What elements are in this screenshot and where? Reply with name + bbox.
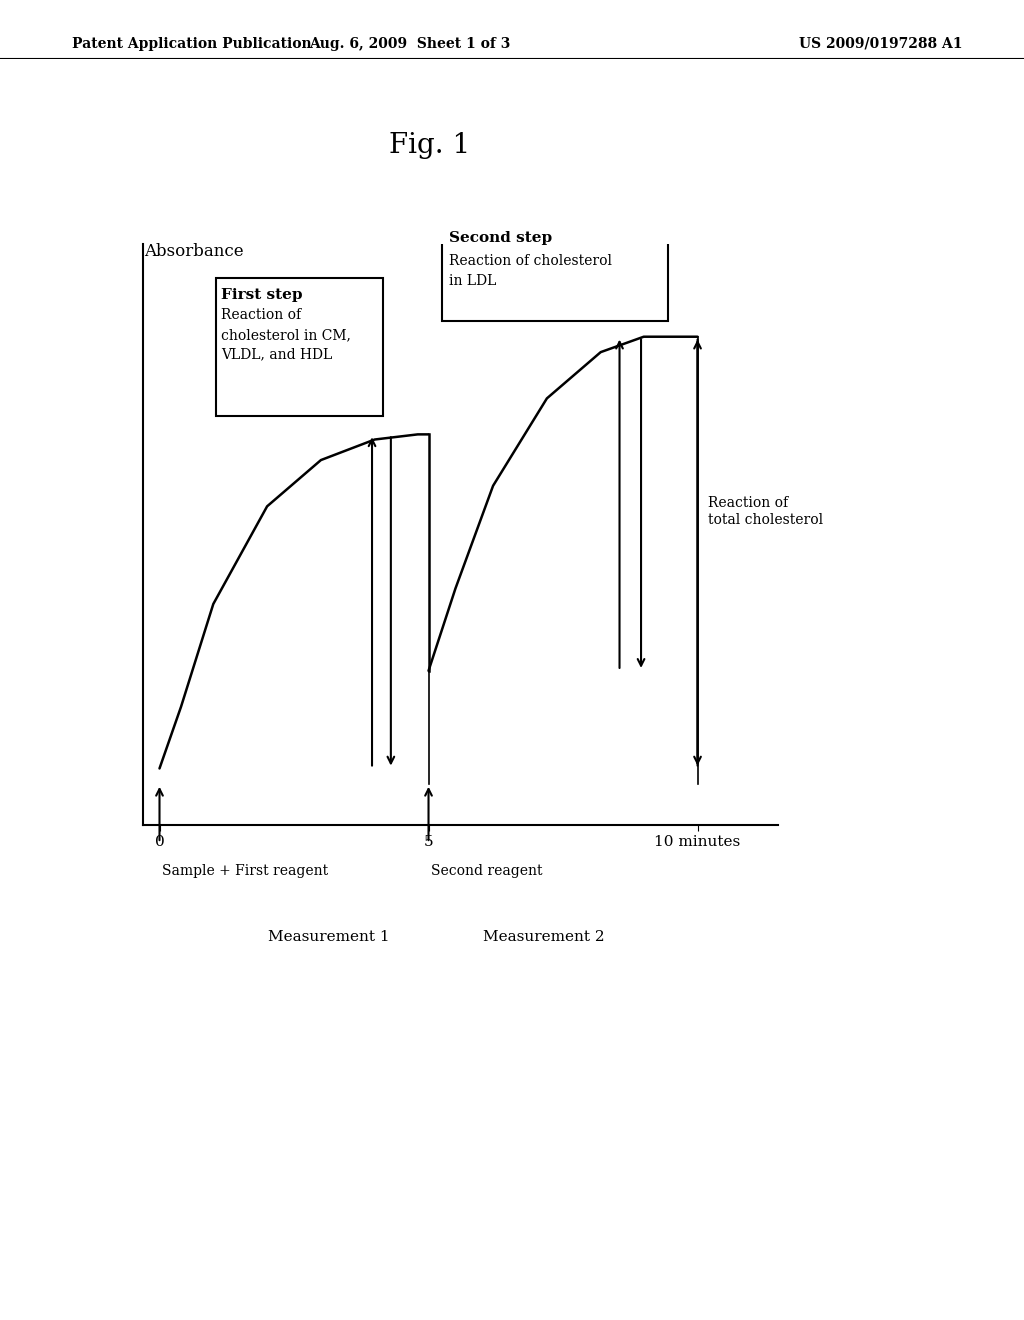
Text: First step: First step [221,288,303,302]
Text: Sample + First reagent: Sample + First reagent [162,863,329,878]
Text: Second reagent: Second reagent [431,863,543,878]
Text: US 2009/0197288 A1: US 2009/0197288 A1 [799,37,963,51]
Text: Aug. 6, 2009  Sheet 1 of 3: Aug. 6, 2009 Sheet 1 of 3 [309,37,510,51]
Text: Second step: Second step [449,231,552,246]
Text: Patent Application Publication: Patent Application Publication [72,37,311,51]
Text: Reaction of
total cholesterol: Reaction of total cholesterol [709,496,823,527]
Bar [216,277,383,416]
Text: Fig. 1: Fig. 1 [389,132,471,158]
Text: Measurement 1: Measurement 1 [268,931,390,944]
Text: Absorbance: Absorbance [144,243,244,260]
Text: Measurement 2: Measurement 2 [483,931,605,944]
Bar [442,219,668,321]
Text: Reaction of
cholesterol in CM,
VLDL, and HDL: Reaction of cholesterol in CM, VLDL, and… [221,309,351,362]
Text: Reaction of cholesterol
in LDL: Reaction of cholesterol in LDL [449,255,612,288]
